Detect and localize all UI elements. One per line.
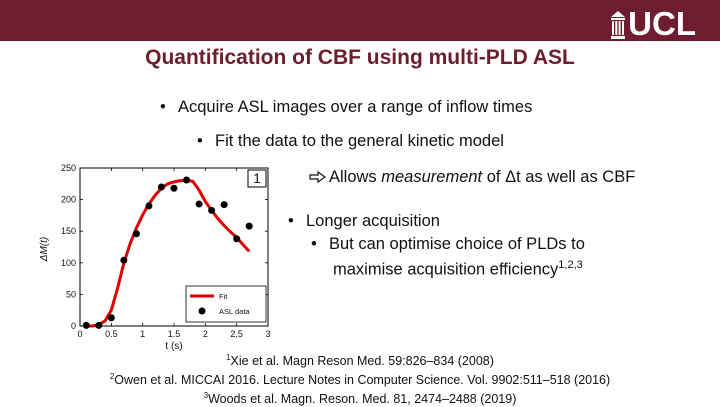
asl-data-point: [157, 183, 165, 191]
legend-fit-label: Fit: [219, 292, 228, 301]
y-tick-label: 100: [61, 258, 76, 268]
asl-data-point: [132, 230, 140, 238]
ucl-logo: UCL: [610, 6, 696, 40]
legend-data-swatch: [198, 307, 206, 315]
y-tick-label: 250: [61, 163, 76, 173]
slide-title: Quantification of CBF using multi-PLD AS…: [145, 46, 575, 69]
citation-superscript: 1,2,3: [558, 259, 583, 271]
asl-data-point: [170, 184, 178, 192]
x-tick-label: 1.5: [168, 329, 181, 339]
asl-data-point: [233, 235, 241, 243]
y-axis-label: ΔM(t): [39, 237, 50, 262]
y-tick-label: 50: [66, 289, 76, 299]
reference-2-text: Owen et al. MICCAI 2016. Lecture Notes i…: [114, 373, 611, 388]
chart-legend: Fit ASL data: [185, 285, 267, 323]
x-tick-label: 1: [140, 329, 145, 339]
y-tick-label: 200: [61, 195, 76, 205]
y-tick-label: 0: [71, 321, 76, 331]
reference-2-num: 2: [109, 372, 115, 382]
x-tick-label: 0.5: [105, 329, 118, 339]
asl-data-point: [245, 222, 253, 230]
asl-data-point: [95, 321, 103, 329]
bullet-acquire: • Acquire ASL images over a range of infl…: [160, 98, 533, 116]
bullet-allows-emphasis: measurement: [381, 168, 483, 186]
panel-label-box: [247, 169, 267, 188]
arrow-icon: [309, 170, 327, 184]
asl-data-point: [145, 202, 153, 210]
reference-2: 2Owen et al. MICCAI 2016. Lecture Notes …: [0, 369, 720, 388]
bullet-optimise: • But can optimise choice of PLDs to: [311, 235, 585, 253]
y-tick-label: 150: [61, 226, 76, 236]
header-bar: UCL: [0, 0, 720, 41]
reference-3-text: Woods et al. Magn. Reson. Med. 81, 2474–…: [208, 392, 517, 407]
reference-3: 3Woods et al. Magn. Reson. Med. 81, 2474…: [0, 388, 720, 407]
panel-label: 1: [253, 170, 261, 186]
bullet-longer-text: Longer acquisition: [306, 212, 440, 230]
reference-1-num: 1: [226, 353, 231, 362]
reference-1: 1Xie et al. Magn Reson Med. 59:826–834 (…: [0, 350, 720, 369]
asl-data-point: [195, 200, 203, 208]
x-tick-label: 3: [265, 329, 270, 339]
legend-data-label: ASL data: [219, 307, 250, 316]
bullet-optimise-text: But can optimise choice of PLDs to: [329, 235, 585, 253]
asl-data-point: [107, 314, 115, 322]
asl-data-point: [82, 321, 90, 329]
bullet-fit: • Fit the data to the general kinetic mod…: [197, 132, 504, 150]
references: 1Xie et al. Magn Reson Med. 59:826–834 (…: [0, 350, 720, 407]
ucl-portico-icon: [611, 11, 626, 39]
x-axis-label: t (s): [165, 341, 182, 352]
reference-1-text: Xie et al. Magn Reson Med. 59:826–834 (2…: [230, 354, 494, 369]
bullet-longer: • Longer acquisition: [288, 212, 440, 230]
x-tick-label: 2.5: [230, 329, 243, 339]
asl-data-point: [208, 206, 216, 214]
bullet-optimise-cont: maximise acquisition efficiency1,2,3: [333, 259, 583, 280]
bullet-allows-suffix: of Δt as well as CBF: [482, 168, 636, 186]
legend-box: [185, 285, 267, 323]
x-tick-label: 0: [77, 329, 82, 339]
kinetic-curve-chart: 0 0.5 1 1.5 2 2.5 3 0 50 100 150 200 250 ΔM(t) t (s…: [39, 163, 271, 352]
bullet-allows-prefix: Allows: [329, 168, 382, 186]
fit-curve: [86, 179, 251, 328]
asl-data-point: [183, 176, 191, 184]
bullet-optimise-cont-text: maximise acquisition efficiency: [333, 260, 559, 279]
x-tick-label: 2: [203, 329, 208, 339]
bullet-acquire-text: Acquire ASL images over a range of inflo…: [178, 98, 533, 116]
bullet-fit-text: Fit the data to the general kinetic mode…: [215, 132, 504, 150]
asl-data-point: [220, 201, 228, 209]
reference-3-num: 3: [203, 391, 209, 401]
bullet-allows: Allows measurement of Δt as well as CBF: [309, 168, 635, 187]
logo-text: UCL: [628, 5, 696, 42]
asl-data-point: [120, 256, 128, 264]
